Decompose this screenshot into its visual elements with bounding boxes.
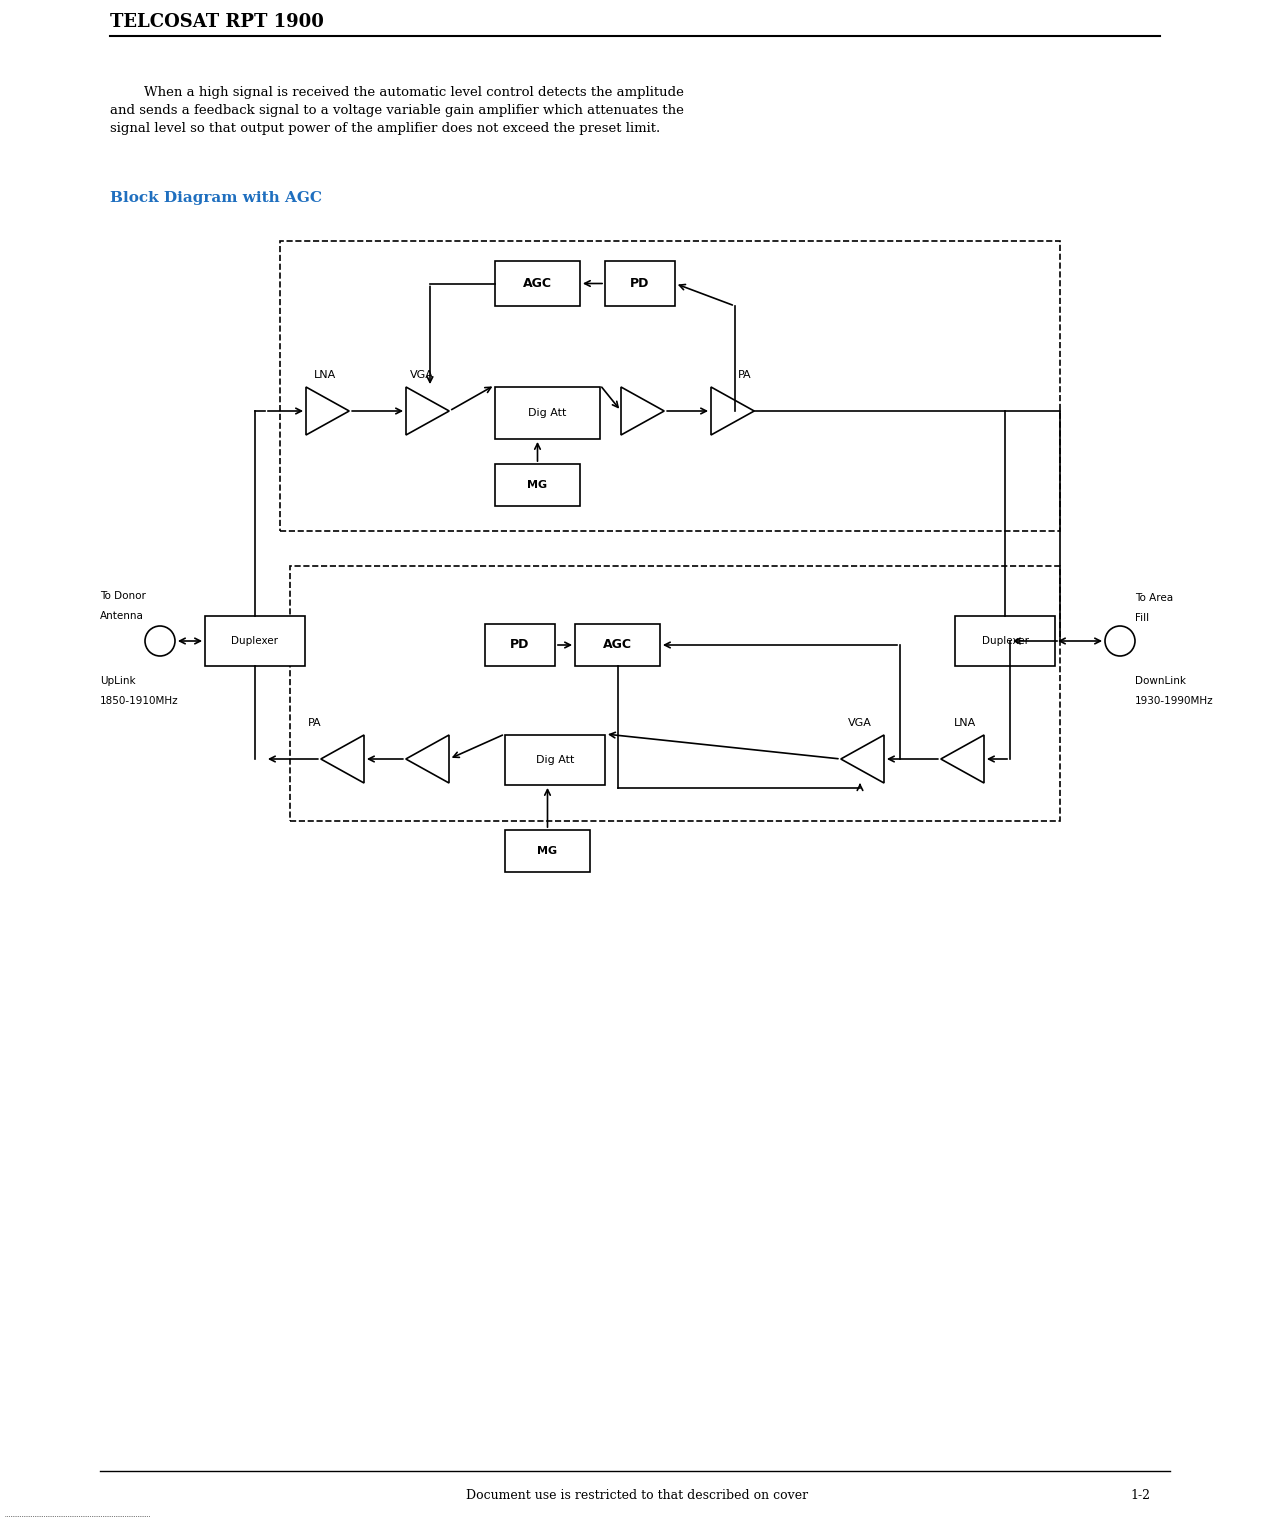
Text: VGA: VGA bbox=[411, 370, 434, 380]
Text: To Area: To Area bbox=[1135, 593, 1173, 602]
Text: Document use is restricted to that described on cover: Document use is restricted to that descr… bbox=[467, 1489, 808, 1503]
Text: UpLink: UpLink bbox=[99, 675, 135, 686]
Circle shape bbox=[145, 627, 175, 656]
Bar bbox=[280, 240, 1060, 531]
Polygon shape bbox=[405, 735, 449, 783]
Text: Duplexer: Duplexer bbox=[982, 636, 1029, 646]
Bar bbox=[495, 464, 580, 506]
Polygon shape bbox=[711, 386, 755, 435]
Text: TELCOSAT RPT 1900: TELCOSAT RPT 1900 bbox=[110, 14, 324, 30]
Text: Antenna: Antenna bbox=[99, 611, 144, 621]
Text: MG: MG bbox=[538, 846, 557, 856]
Polygon shape bbox=[306, 386, 349, 435]
Bar bbox=[495, 262, 580, 306]
Bar bbox=[205, 616, 305, 666]
Text: LNA: LNA bbox=[954, 718, 977, 729]
Polygon shape bbox=[621, 386, 664, 435]
Bar bbox=[495, 386, 601, 440]
Text: PD: PD bbox=[510, 639, 529, 651]
Bar bbox=[575, 624, 660, 666]
Polygon shape bbox=[840, 735, 884, 783]
Polygon shape bbox=[321, 735, 363, 783]
Text: 1930-1990MHz: 1930-1990MHz bbox=[1135, 697, 1214, 706]
Text: AGC: AGC bbox=[603, 639, 632, 651]
Text: LNA: LNA bbox=[314, 370, 337, 380]
Bar bbox=[505, 830, 590, 872]
Bar bbox=[505, 735, 606, 785]
Text: Duplexer: Duplexer bbox=[232, 636, 278, 646]
Text: 1850-1910MHz: 1850-1910MHz bbox=[99, 697, 178, 706]
Text: PA: PA bbox=[738, 370, 752, 380]
Text: Block Diagram with AGC: Block Diagram with AGC bbox=[110, 192, 323, 205]
Text: To Donor: To Donor bbox=[99, 592, 145, 601]
Polygon shape bbox=[405, 386, 449, 435]
Text: MG: MG bbox=[528, 481, 547, 490]
Polygon shape bbox=[941, 735, 984, 783]
Bar bbox=[955, 616, 1054, 666]
Text: Dig Att: Dig Att bbox=[536, 754, 574, 765]
Circle shape bbox=[1105, 627, 1135, 656]
Text: VGA: VGA bbox=[848, 718, 872, 729]
Bar bbox=[606, 262, 674, 306]
Text: 1-2: 1-2 bbox=[1130, 1489, 1150, 1503]
Text: Dig Att: Dig Att bbox=[528, 408, 566, 418]
Text: DownLink: DownLink bbox=[1135, 675, 1186, 686]
Text: PD: PD bbox=[630, 277, 650, 291]
Bar bbox=[289, 566, 1060, 821]
Text: AGC: AGC bbox=[523, 277, 552, 291]
Bar bbox=[484, 624, 555, 666]
Text: Fill: Fill bbox=[1135, 613, 1149, 624]
Text: PA: PA bbox=[309, 718, 321, 729]
Text: When a high signal is received the automatic level control detects the amplitude: When a high signal is received the autom… bbox=[110, 87, 683, 135]
